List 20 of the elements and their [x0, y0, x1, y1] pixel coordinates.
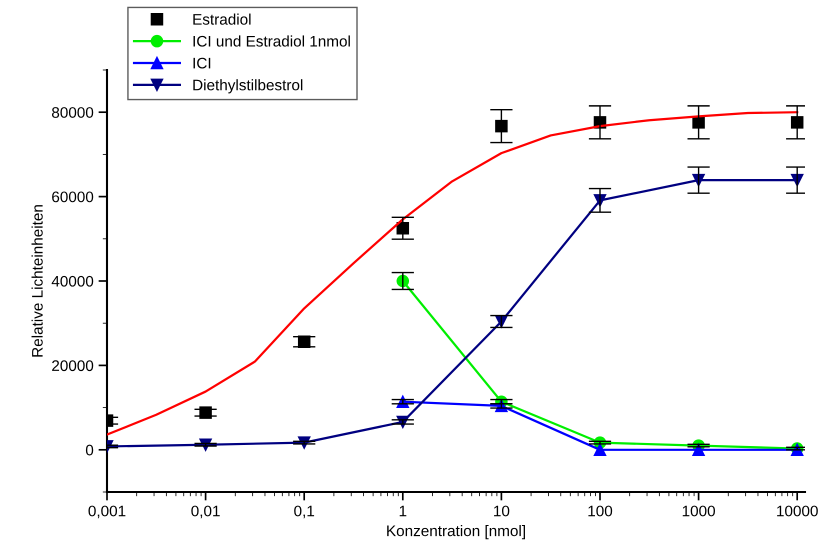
legend-label: ICI: [194, 58, 210, 69]
legend-label: ICI und Estradiol 1nmol: [194, 35, 350, 47]
x-tick-label: 100: [588, 506, 612, 516]
y-tick-label: 20000: [52, 360, 94, 372]
x-tick-label: 1000: [682, 506, 715, 516]
y-axis-title: Relative Lichteinheiten: [32, 205, 43, 357]
x-tick-label: 10: [494, 506, 510, 516]
legend-label: Estradiol: [193, 14, 251, 25]
line-series: [107, 111, 798, 436]
y-tick-label: 0: [86, 444, 94, 456]
y-tick-label: 40000: [52, 276, 94, 287]
y-tick-label: 80000: [52, 107, 94, 118]
x-tick-label: 1: [400, 506, 406, 516]
legend-label: Diethylstilbestrol: [193, 79, 302, 94]
y-tick-label: 60000: [52, 191, 94, 202]
x-tick-label: 0,001: [88, 506, 126, 518]
x-tick-label: 0,01: [191, 506, 220, 518]
x-tick-label: 10000: [777, 506, 818, 516]
x-tick-label: 0,1: [294, 506, 314, 518]
x-axis-title: Konzentration [nmol]: [387, 524, 525, 540]
